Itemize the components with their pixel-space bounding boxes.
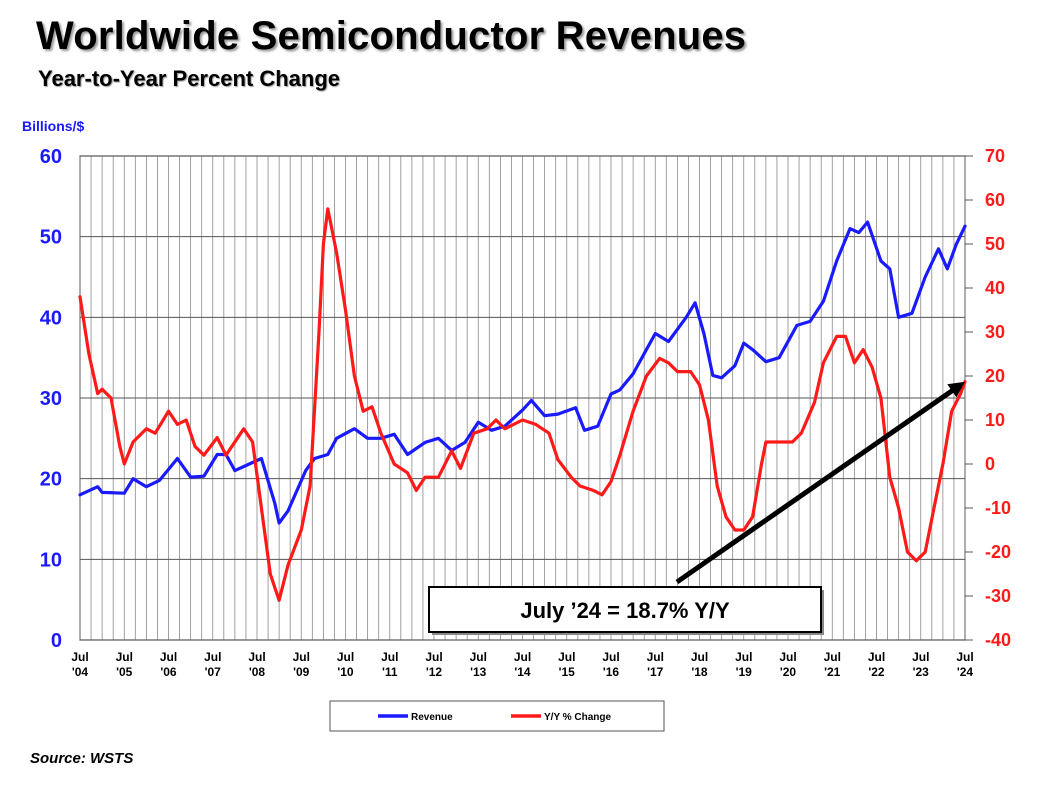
right-tick-label: 40 — [985, 278, 1005, 298]
revenue-line — [78, 220, 967, 525]
x-tick-year-label: '19 — [736, 665, 753, 679]
right-tick-label: -20 — [985, 542, 1011, 562]
chart-title: Worldwide Semiconductor Revenues — [36, 14, 747, 58]
x-tick-year-label: '11 — [382, 665, 398, 679]
left-axis-label: Billions/$ — [22, 118, 85, 134]
x-tick-year-label: '13 — [470, 665, 487, 679]
annotation-box — [428, 586, 822, 633]
x-tick-month-label: Jul — [514, 650, 531, 664]
chart-subtitle: Year-to-Year Percent Change — [38, 66, 341, 91]
source-note: Source: WSTS — [30, 750, 134, 767]
right-tick-label: 30 — [985, 322, 1005, 342]
x-tick-year-label: '17 — [647, 665, 664, 679]
x-tick-year-label: '23 — [913, 665, 930, 679]
x-tick-month-label: Jul — [248, 650, 265, 664]
x-tick-month-label: Jul — [868, 650, 885, 664]
x-tick-year-label: '21 — [824, 665, 841, 679]
x-tick-year-label: '16 — [603, 665, 620, 679]
legend-label: Revenue — [411, 712, 453, 723]
x-tick-year-label: '10 — [337, 665, 354, 679]
left-tick-label: 0 — [51, 630, 62, 652]
right-tick-label: 10 — [985, 410, 1005, 430]
x-tick-year-label: '14 — [514, 665, 531, 679]
legend: Revenue Y/Y % Change — [329, 700, 665, 732]
right-tick-label: -30 — [985, 586, 1011, 606]
x-tick-month-label: Jul — [735, 650, 752, 664]
x-tick-year-label: '07 — [205, 665, 222, 679]
right-tick-label: 70 — [985, 146, 1005, 166]
x-tick-year-label: '15 — [559, 665, 576, 679]
series-lines — [78, 207, 967, 602]
x-tick-month-label: Jul — [470, 650, 487, 664]
left-tick-label: 30 — [40, 388, 62, 410]
x-tick-year-label: '22 — [868, 665, 885, 679]
annotation: July ’24 = 18.7% Y/Y — [428, 381, 965, 635]
grid-lines — [79, 155, 966, 641]
x-tick-month-label: Jul — [691, 650, 708, 664]
left-tick-label: 10 — [40, 549, 62, 571]
x-tick-month-label: Jul — [956, 650, 973, 664]
right-tick-label: 60 — [985, 190, 1005, 210]
left-tick-label: 40 — [40, 307, 62, 329]
annotation-text: July ’24 = 18.7% Y/Y — [520, 598, 730, 623]
annotation-arrow-head — [947, 381, 965, 398]
yoy-change-line — [78, 207, 967, 602]
x-tick-month-label: Jul — [602, 650, 619, 664]
right-tick-label: 50 — [985, 234, 1005, 254]
x-tick-year-label: '12 — [426, 665, 443, 679]
x-tick-year-label: '20 — [780, 665, 797, 679]
x-tick-year-label: '09 — [293, 665, 310, 679]
right-tick-label: -10 — [985, 498, 1011, 518]
x-tick-month-label: Jul — [558, 650, 575, 664]
x-tick-month-label: Jul — [779, 650, 796, 664]
right-tick-label: 0 — [985, 454, 995, 474]
right-tick-label: 20 — [985, 366, 1005, 386]
x-tick-month-label: Jul — [425, 650, 442, 664]
x-tick-month-label: Jul — [912, 650, 929, 664]
x-tick-month-label: Jul — [824, 650, 841, 664]
x-tick-month-label: Jul — [71, 650, 88, 664]
axes: 0 10 20 30 40 50 60 -40 -30 -20 -10 0 10 20 30 40 50 60 70… — [40, 146, 1011, 679]
x-tick-month-label: Jul — [381, 650, 398, 664]
x-tick-month-label: Jul — [647, 650, 664, 664]
x-tick-month-label: Jul — [337, 650, 354, 664]
left-tick-label: 60 — [40, 146, 62, 168]
left-tick-label: 20 — [40, 469, 62, 491]
x-tick-month-label: Jul — [293, 650, 310, 664]
legend-label: Y/Y % Change — [544, 712, 611, 723]
x-tick-year-label: '04 — [72, 665, 89, 679]
x-tick-year-label: '24 — [957, 665, 974, 679]
x-tick-month-label: Jul — [204, 650, 221, 664]
x-tick-month-label: Jul — [116, 650, 133, 664]
x-tick-year-label: '08 — [249, 665, 266, 679]
x-tick-year-label: '06 — [160, 665, 177, 679]
left-tick-label: 50 — [40, 227, 62, 249]
annotation-arrow-shaft — [675, 386, 956, 585]
x-tick-month-label: Jul — [160, 650, 177, 664]
right-tick-label: -40 — [985, 630, 1011, 650]
x-tick-year-label: '05 — [116, 665, 133, 679]
x-tick-year-label: '18 — [691, 665, 708, 679]
